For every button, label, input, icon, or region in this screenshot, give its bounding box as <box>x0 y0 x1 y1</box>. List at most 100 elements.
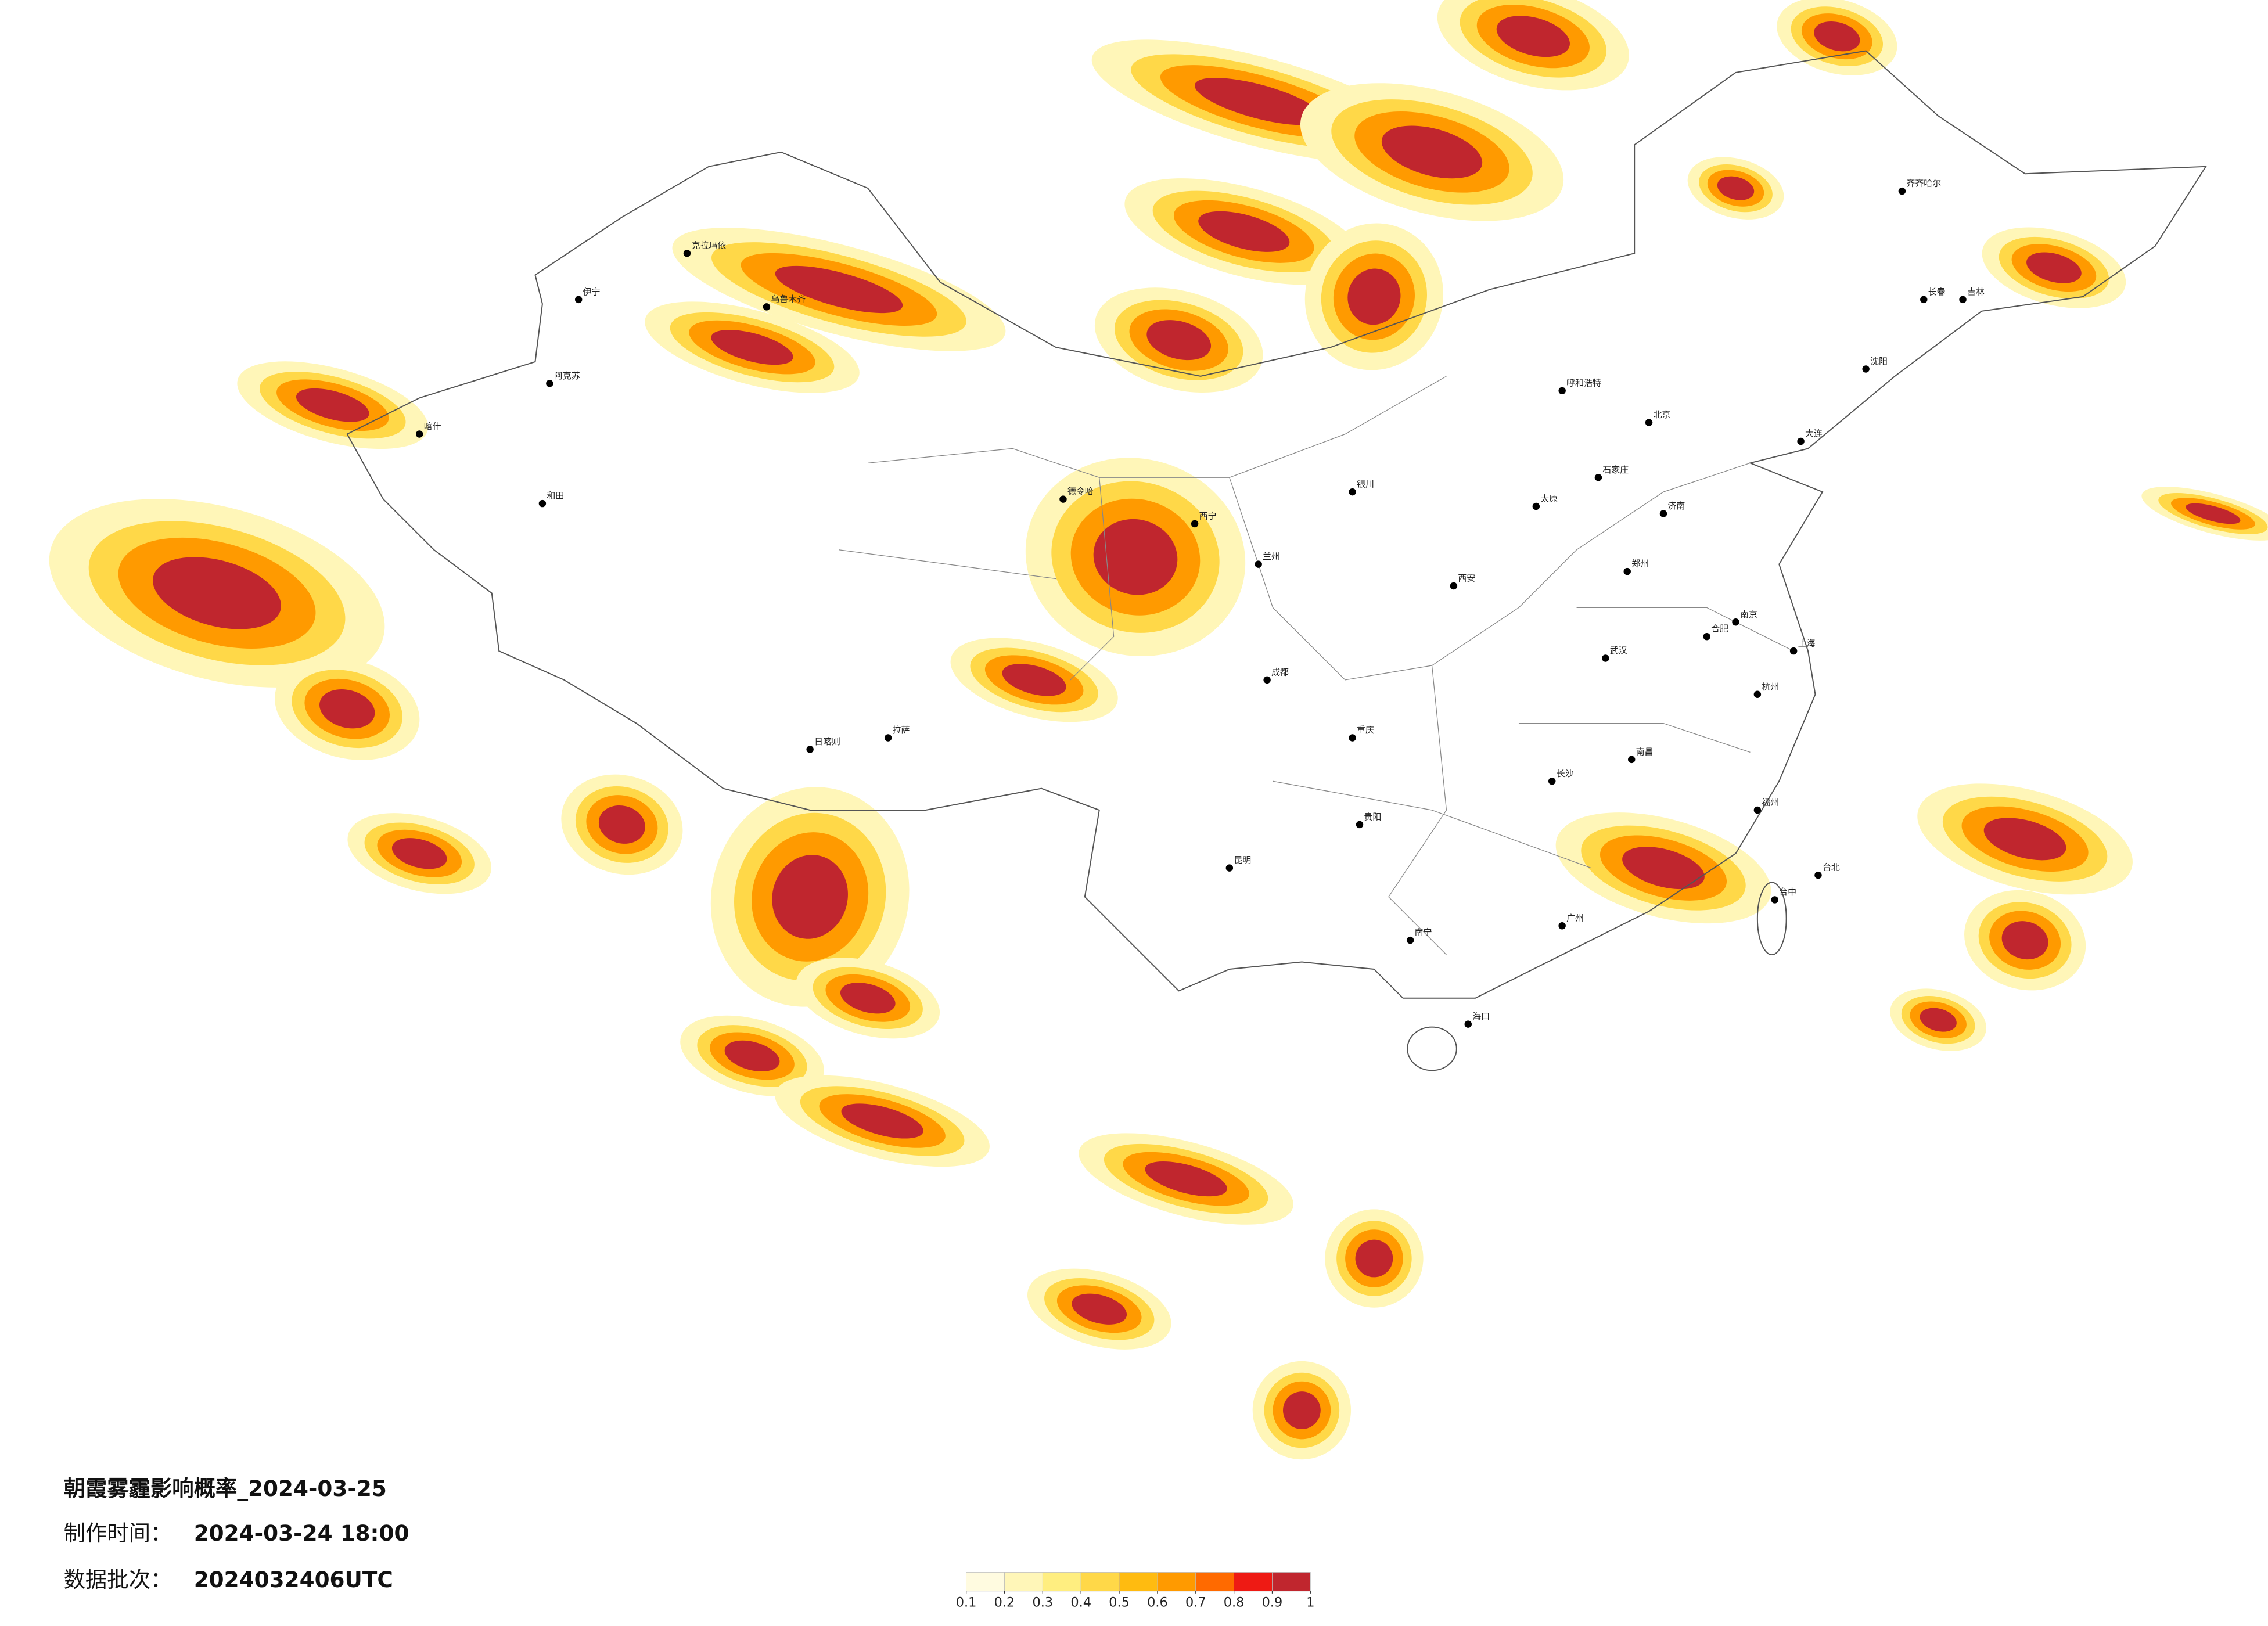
city-label: 合肥 <box>1711 624 1728 634</box>
city-dot <box>884 734 892 742</box>
legend-swatch <box>1234 1572 1273 1592</box>
legend-tick-label: 0.1 <box>956 1595 977 1610</box>
city-label: 长春 <box>1928 286 1946 297</box>
city-dot <box>415 430 423 438</box>
probability-area <box>772 855 848 939</box>
probability-area <box>1717 176 1755 200</box>
taiwan-border <box>1756 882 1787 956</box>
city-dot <box>1349 734 1356 742</box>
legend: 0.1 0.2 0.3 0.4 0.5 0.6 0.7 0.8 0.9 1 <box>956 1572 1314 1610</box>
probability-area <box>319 689 375 729</box>
probability-area <box>724 1040 780 1072</box>
city-dot <box>1959 296 1967 304</box>
city-label: 武汉 <box>1610 645 1627 656</box>
legend-tick-label: 0.5 <box>1109 1595 1130 1610</box>
probability-area <box>775 265 903 314</box>
probability-area <box>1983 818 2066 861</box>
probability-area <box>296 388 369 422</box>
city-dot <box>1450 582 1458 590</box>
city-dot <box>1753 806 1762 814</box>
legend-swatch <box>1042 1572 1081 1592</box>
city-label: 上海 <box>1798 638 1816 649</box>
city-dot <box>1753 690 1762 699</box>
probability-area <box>1381 125 1483 179</box>
legend-swatch <box>1119 1572 1158 1592</box>
city-label: 克拉玛依 <box>691 240 726 251</box>
city-label: 乌鲁木齐 <box>771 294 806 304</box>
probability-field <box>49 0 2268 1460</box>
city-dot <box>1645 419 1653 426</box>
made-label: 制作时间： <box>64 1520 172 1546</box>
city-label: 日喀则 <box>814 736 840 747</box>
city-label: 海口 <box>1472 1011 1490 1021</box>
city-dot <box>806 746 814 753</box>
hainan-border <box>1407 1026 1457 1071</box>
city-label: 昆明 <box>1234 855 1251 865</box>
city-dot <box>1862 365 1870 373</box>
city-label: 郑州 <box>1631 559 1649 569</box>
legend-tick-label: 0.4 <box>1070 1595 1091 1610</box>
city-dot <box>1898 187 1906 195</box>
city-dot <box>1659 510 1667 517</box>
legend-tick-label: 0.3 <box>1033 1595 1054 1610</box>
city-dot <box>1920 296 1928 304</box>
probability-area <box>1002 664 1066 696</box>
city-label: 北京 <box>1654 409 1671 420</box>
city-dot <box>1548 777 1556 785</box>
city-label: 太原 <box>1540 494 1558 504</box>
city-dot <box>1225 864 1234 872</box>
legend-swatch <box>1080 1572 1120 1592</box>
city-label: 南昌 <box>1636 746 1654 757</box>
legend-tick-label: 0.6 <box>1147 1595 1168 1610</box>
probability-area <box>153 557 281 629</box>
city-label: 石家庄 <box>1602 465 1629 475</box>
city-dot <box>1349 488 1356 496</box>
city-dot <box>1558 387 1566 395</box>
probability-area <box>1194 78 1322 125</box>
city-label: 呼和浩特 <box>1566 377 1601 388</box>
legend-swatch <box>966 1572 1005 1592</box>
city-dot <box>1594 473 1602 481</box>
country-border <box>346 50 2207 999</box>
city-dot <box>1602 654 1609 662</box>
probability-area <box>840 983 896 1014</box>
batch-label: 数据批次： <box>64 1567 172 1592</box>
city-dot <box>1771 896 1778 904</box>
city-dot <box>1356 821 1364 829</box>
city-dot <box>1797 437 1805 445</box>
province-borders <box>839 376 1794 955</box>
city-label: 齐齐哈尔 <box>1906 178 1941 189</box>
city-label: 伊宁 <box>583 286 601 297</box>
probability-area <box>2026 252 2082 283</box>
city-label: 广州 <box>1566 913 1584 923</box>
city-label: 南宁 <box>1415 927 1432 938</box>
legend-tick-label: 0.2 <box>994 1595 1015 1610</box>
city-label: 福州 <box>1762 797 1779 808</box>
probability-area <box>1145 1161 1227 1197</box>
legend-tick-label: 0.9 <box>1262 1595 1283 1610</box>
city-dot <box>763 303 771 311</box>
legend-swatch <box>1272 1572 1311 1592</box>
city-label: 杭州 <box>1762 681 1779 692</box>
city-dot <box>546 380 553 387</box>
city-dot <box>1464 1020 1472 1028</box>
city-label: 成都 <box>1271 667 1289 677</box>
city-label: 长沙 <box>1557 768 1574 779</box>
city-label: 阿克苏 <box>554 370 580 381</box>
city-label: 台北 <box>1823 862 1840 873</box>
city-label: 台中 <box>1779 887 1796 897</box>
legend-swatch <box>1004 1572 1043 1592</box>
city-dot <box>1627 756 1636 764</box>
probability-area <box>841 1103 923 1139</box>
legend-tick-label: 1 <box>1306 1595 1314 1610</box>
city-dot <box>1532 502 1540 510</box>
city-dot <box>1623 567 1631 575</box>
batch: 2024032406UTC <box>194 1567 393 1592</box>
probability-area <box>1283 1391 1321 1429</box>
probability-area <box>1355 1239 1393 1278</box>
probability-area <box>1072 1293 1127 1325</box>
city-label: 拉萨 <box>893 725 910 735</box>
city-dot <box>1814 871 1822 879</box>
